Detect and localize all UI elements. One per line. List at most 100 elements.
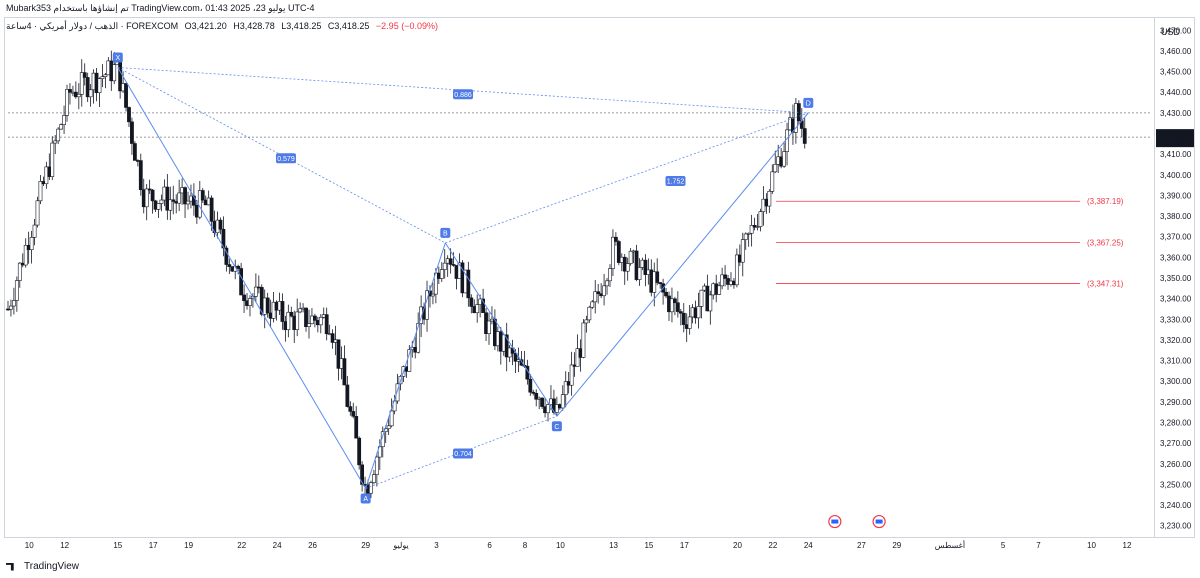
top-bar: Mubark353 تم إنشاؤها باستخدام TradingVie… [0,0,1200,18]
date-tick-label: 10 [25,541,34,550]
candle-body [389,410,394,427]
candle-body [581,322,586,358]
candle-body [183,187,187,205]
candle-body [717,285,722,295]
candle-body [528,378,533,393]
candle-body [97,78,102,94]
ratio-label-box [453,89,474,100]
candle-body [9,305,13,310]
pattern-point-box[interactable] [440,227,451,238]
candle-body [675,302,680,312]
candle-body [746,232,751,235]
candle-body [519,359,524,366]
candle-body [655,271,660,283]
date-tick-label: 15 [113,541,122,550]
target-label: (3,347.31) [1087,280,1124,289]
candle-body [481,298,485,314]
date-tick-label: 24 [273,541,282,550]
symbol-title[interactable]: الذهب / دولار أمريكي · 4ساعة · FOREXCOM [6,21,179,31]
candle-body [720,274,725,287]
price-tick-label: 3,430.00 [1160,109,1192,118]
pattern-point-box[interactable] [551,421,562,432]
price-tick-label: 3,310.00 [1160,357,1192,366]
footer-bar: TradingView [0,554,1200,578]
candle-body [755,226,760,228]
candle-body [625,263,630,272]
pattern-point-box[interactable] [112,52,123,63]
candle-body [767,191,772,207]
price-tick-label: 3,360.00 [1160,253,1192,262]
candle-body [670,298,674,313]
pattern-point-box[interactable] [360,493,371,504]
candle-body [587,306,592,321]
candle-body [304,307,308,327]
candle-body [342,358,347,386]
candle-body [687,316,692,329]
candle-body [658,282,663,285]
candle-body [605,280,609,287]
candle-body [112,64,117,82]
candle-body [209,197,214,222]
candle-body [35,200,40,226]
candle-body [177,192,182,204]
price-tick-label: 3,280.00 [1160,418,1192,427]
ratio-label-box [275,153,296,164]
candle-body [248,298,252,306]
candle-body [147,188,152,191]
price-tick-label: 3,390.00 [1160,191,1192,200]
date-tick-label: 22 [768,541,777,550]
candle-body [79,72,84,95]
candle-body [186,200,190,205]
candle-body [740,239,745,263]
date-tick-label: 24 [804,541,813,550]
candle-body [348,406,353,412]
chart-pane[interactable] [4,17,1155,538]
candle-body [681,312,686,325]
price-axis[interactable]: USD [1155,17,1195,538]
tradingview-logo[interactable]: TradingView [6,561,79,572]
price-tick-label: 3,400.00 [1160,171,1192,180]
candle-body [138,160,143,190]
target-label: (3,367.25) [1087,238,1124,247]
ratio-label-box [665,175,686,186]
symbol-legend: الذهب / دولار أمريكي · 4ساعة · FOREXCOM … [6,21,442,32]
date-tick-label: 10 [1087,541,1096,550]
pattern-ratio-line [117,67,809,114]
candle-body [628,250,633,264]
price-change: −2.95 (−0.09%) [375,21,438,31]
candle-body [307,323,311,327]
candle-body [699,289,704,307]
pattern-leg [365,242,446,489]
pattern-point-box[interactable] [803,97,814,108]
candle-body [221,228,226,249]
candle-body [289,311,294,317]
candle-body [637,267,642,280]
candle-body [504,334,509,358]
date-tick-label: 13 [609,541,618,550]
candle-body [584,319,589,324]
candle-body [236,265,241,269]
candle-body [50,142,55,177]
date-tick-label: 5 [1001,541,1006,550]
candle-body [68,89,72,93]
ratio-label-box [453,448,474,459]
ratio-label: 0.886 [454,92,472,99]
price-tick-label: 3,260.00 [1160,460,1192,469]
date-tick-label: 6 [487,541,492,550]
candle-body [76,93,81,98]
price-tick-label: 3,460.00 [1160,47,1192,56]
price-tick-label: 3,410.00 [1160,150,1192,159]
candle-body [673,298,677,304]
price-tick-label: 3,250.00 [1160,480,1192,489]
candle-body [312,315,317,321]
price-tick-label: 3,380.00 [1160,212,1192,221]
date-tick-label: 17 [680,541,689,550]
candle-body [773,164,778,173]
ratio-label: 0.704 [454,451,472,458]
price-tick-label: 3,300.00 [1160,377,1192,386]
flag-stripe [831,519,839,524]
date-tick-label: 19 [184,541,193,550]
ohlc-close: C3,418.25 [327,21,370,31]
candle-body [513,353,518,362]
